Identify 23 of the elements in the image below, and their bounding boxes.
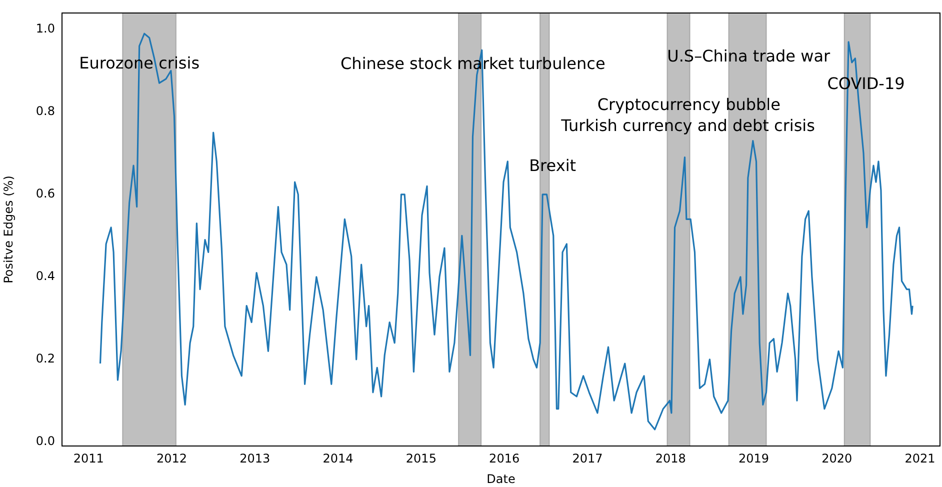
x-tick-label: 2020 [822,451,852,466]
x-tick-label: 2017 [572,451,603,466]
y-tick-label: 0.6 [36,186,55,201]
annotation: Cryptocurrency bubble [597,94,780,114]
y-tick-label: 0.2 [36,352,55,366]
x-tick-label: 2013 [240,451,270,466]
y-tick-label: 1.0 [36,22,55,36]
x-tick-label: 2016 [489,451,520,466]
x-tick-label: 2011 [73,451,104,466]
y-tick-label: 0.8 [36,104,55,118]
x-tick-label: 2014 [322,451,354,466]
y-axis-title: Positve Edges (%) [1,176,16,284]
y-tick-label: 0.4 [36,269,55,284]
x-tick-label: 2021 [904,451,936,466]
x-tick-label: 2015 [406,451,436,466]
x-tick-label: 2019 [738,451,770,466]
y-tick-label: 0.0 [36,434,55,448]
x-tick-label: 2018 [655,451,686,466]
annotation: Brexit [529,156,576,175]
annotation: U.S–China trade war [667,46,830,66]
annotation: Turkish currency and debt crisis [560,116,815,135]
x-tick-label: 2012 [156,451,188,466]
x-axis-title: Date [486,472,516,486]
